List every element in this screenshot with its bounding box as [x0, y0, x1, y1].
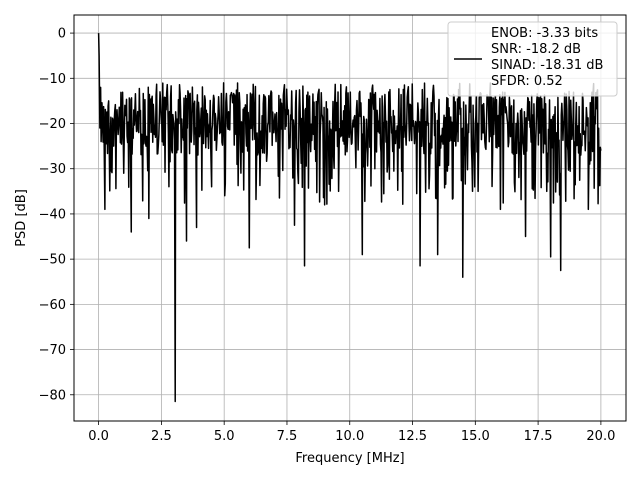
y-tick-label: −70 [39, 343, 66, 358]
legend-box [447, 21, 618, 97]
y-tick-label: 0 [58, 27, 66, 42]
legend-line: ENOB: -3.33 bits [491, 26, 598, 41]
x-tick-label: 0.0 [88, 429, 109, 444]
x-tick-label: 10.0 [335, 429, 364, 444]
legend-line: SFDR: 0.52 [491, 74, 563, 89]
y-tick-label: −50 [39, 253, 66, 268]
legend-line: SNR: -18.2 dB [491, 42, 581, 57]
y-tick-label: −40 [39, 207, 66, 222]
y-axis-ticks: 0 −10 −20 −30 −40 −50 −60 −70 −80 [39, 27, 74, 403]
psd-trace [97, 33, 602, 403]
x-axis-ticks: 0.0 2.5 5.0 7.5 10.0 12.5 15.0 17.5 20.0 [88, 421, 615, 444]
y-tick-label: −10 [39, 72, 66, 87]
x-tick-label: 5.0 [214, 429, 235, 444]
y-axis-label: PSD [dB] [14, 189, 29, 247]
y-tick-label: −80 [39, 388, 66, 403]
x-tick-label: 15.0 [461, 429, 490, 444]
legend: ENOB: -3.33 bits SNR: -18.2 dB SINAD: -18.… [447, 21, 618, 97]
legend-line: SINAD: -18.31 dB [491, 58, 603, 73]
x-axis-label: Frequency [MHz] [295, 451, 404, 466]
y-tick-label: −30 [39, 162, 66, 177]
x-tick-label: 12.5 [398, 429, 427, 444]
y-tick-label: −20 [39, 117, 66, 132]
x-tick-label: 17.5 [524, 429, 553, 444]
x-tick-label: 2.5 [151, 429, 172, 444]
legend-entry: ENOB: -3.33 bits SNR: -18.2 dB SINAD: -18.… [491, 26, 603, 89]
x-tick-label: 7.5 [277, 429, 298, 444]
y-tick-label: −60 [39, 298, 66, 313]
x-tick-label: 20.0 [586, 429, 615, 444]
psd-series-line [97, 33, 602, 403]
